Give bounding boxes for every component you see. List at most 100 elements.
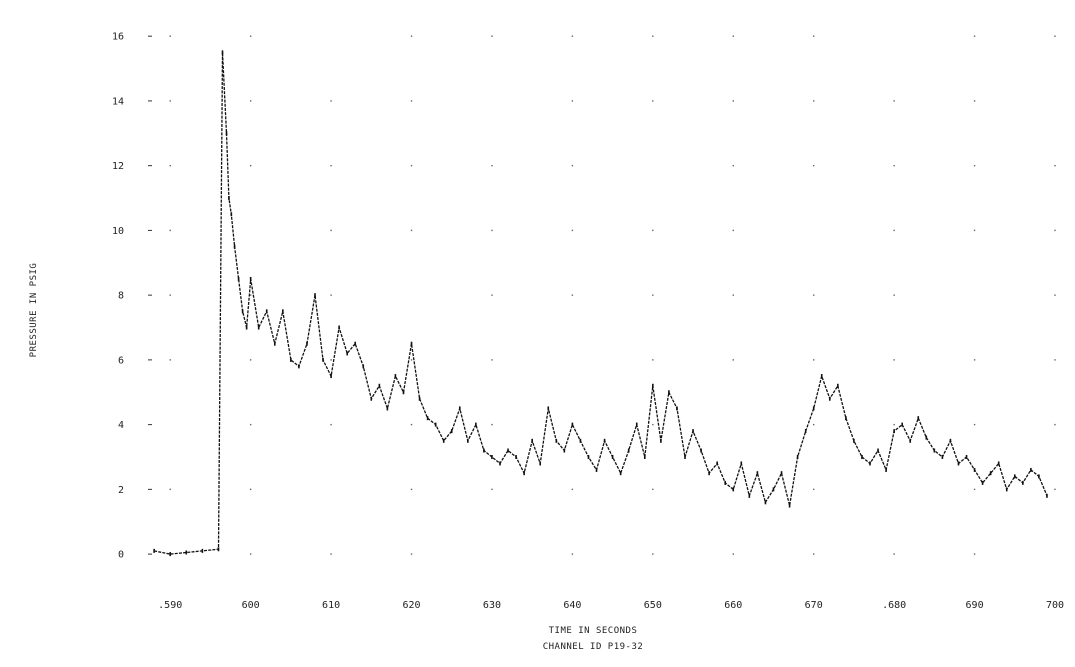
y-tick-label: 10 bbox=[112, 226, 124, 237]
data-point bbox=[450, 429, 453, 434]
grid-speck bbox=[491, 35, 493, 37]
grid-speck bbox=[893, 229, 895, 232]
data-point bbox=[652, 383, 654, 388]
y-tick-label: 6 bbox=[118, 355, 124, 366]
grid-speck bbox=[973, 553, 976, 555]
grid-speck bbox=[330, 359, 332, 361]
y-tick-label: 4 bbox=[118, 420, 124, 431]
grid-speck bbox=[571, 488, 574, 491]
data-point bbox=[257, 325, 260, 330]
data-point bbox=[708, 471, 710, 476]
y-axis-title: PRESSURE IN PSIG bbox=[29, 263, 39, 358]
grid-speck bbox=[410, 100, 413, 102]
grid-speck bbox=[249, 488, 252, 491]
data-point bbox=[869, 461, 871, 466]
grid-speck bbox=[410, 229, 413, 232]
data-point bbox=[740, 461, 743, 466]
grid-speck bbox=[1054, 359, 1056, 361]
data-point bbox=[668, 390, 670, 395]
data-point bbox=[788, 503, 791, 508]
grid-speck bbox=[571, 164, 574, 167]
grid-speck bbox=[893, 553, 895, 555]
grid-speck bbox=[812, 294, 815, 296]
data-point bbox=[563, 448, 566, 453]
grid-speck bbox=[652, 294, 654, 296]
data-point bbox=[1046, 493, 1048, 498]
data-point bbox=[217, 547, 220, 552]
data-point bbox=[1022, 480, 1024, 485]
grid-speck bbox=[330, 229, 332, 232]
data-point bbox=[989, 471, 992, 476]
grid-speck bbox=[812, 553, 815, 555]
y-tick-label: 8 bbox=[118, 291, 124, 302]
data-point bbox=[981, 480, 984, 485]
data-point bbox=[772, 487, 775, 492]
data-point bbox=[700, 448, 702, 453]
data-point bbox=[780, 471, 783, 476]
grid-speck bbox=[1054, 294, 1056, 296]
grid-speck bbox=[169, 229, 171, 232]
grid-speck bbox=[330, 164, 332, 167]
data-point bbox=[531, 438, 533, 443]
data-point bbox=[812, 406, 815, 411]
grid-speck bbox=[169, 294, 171, 296]
data-point bbox=[627, 448, 630, 453]
data-point bbox=[893, 429, 895, 434]
data-point bbox=[378, 383, 381, 388]
series-0 bbox=[153, 50, 1048, 557]
grid-speck bbox=[571, 553, 574, 555]
data-point bbox=[402, 390, 405, 395]
grid-speck bbox=[169, 100, 171, 102]
grid-speck bbox=[652, 229, 654, 232]
grid-speck bbox=[169, 359, 171, 361]
data-point bbox=[338, 325, 340, 330]
grid-speck bbox=[410, 35, 413, 37]
data-point bbox=[660, 438, 662, 443]
data-point bbox=[877, 448, 879, 453]
data-point bbox=[965, 454, 968, 459]
data-point bbox=[201, 548, 204, 553]
grid-speck bbox=[330, 294, 332, 296]
grid-speck bbox=[812, 423, 815, 426]
grid-speck bbox=[169, 488, 171, 491]
data-point bbox=[314, 293, 316, 298]
data-point bbox=[515, 454, 517, 459]
grid-speck bbox=[1054, 35, 1056, 37]
x-axis-ticks: .590 600 610 620 630 640 650 660 670 .680 690 700 bbox=[158, 600, 1064, 611]
x-tick-label: 620 bbox=[402, 600, 420, 611]
data-point bbox=[917, 416, 920, 421]
grid-speck bbox=[973, 423, 976, 426]
data-point bbox=[949, 438, 952, 443]
y-tick-label: 0 bbox=[118, 550, 124, 561]
data-point bbox=[386, 406, 389, 411]
data-point bbox=[230, 212, 233, 217]
grid-speck bbox=[732, 359, 734, 361]
data-point bbox=[298, 364, 300, 369]
data-point bbox=[458, 406, 461, 411]
grid-speck bbox=[571, 100, 574, 102]
grid-speck bbox=[812, 359, 815, 361]
data-point bbox=[265, 309, 268, 314]
data-point bbox=[228, 196, 230, 201]
data-point bbox=[410, 341, 413, 346]
grid-speck bbox=[330, 553, 332, 555]
grid-speck bbox=[893, 164, 895, 167]
x-tick-label: 660 bbox=[724, 600, 742, 611]
data-point bbox=[676, 406, 678, 411]
data-point bbox=[804, 429, 807, 434]
grid-speck bbox=[1054, 229, 1056, 232]
grid-speck bbox=[491, 359, 493, 361]
data-point bbox=[925, 435, 928, 440]
grid-speck bbox=[732, 100, 734, 102]
data-point bbox=[853, 438, 855, 443]
grid-speck bbox=[249, 423, 252, 426]
data-point bbox=[273, 341, 276, 346]
data-point bbox=[507, 448, 509, 453]
data-point bbox=[442, 438, 445, 443]
data-point bbox=[603, 438, 606, 443]
x-tick-label: 690 bbox=[966, 600, 984, 611]
grid-speck bbox=[652, 35, 654, 37]
data-point bbox=[579, 438, 582, 443]
data-point bbox=[571, 422, 574, 427]
data-point bbox=[973, 467, 976, 472]
